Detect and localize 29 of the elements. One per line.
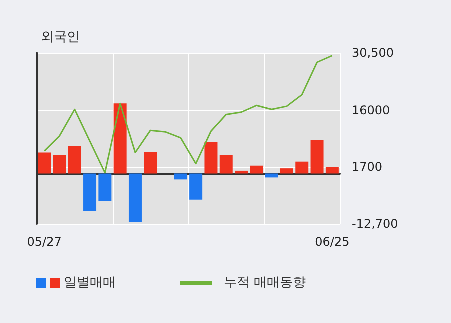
bar [38, 152, 52, 174]
bar [128, 174, 142, 222]
line-series [44, 55, 334, 174]
legend-label: 일별매매 [64, 276, 116, 290]
bar [190, 174, 203, 200]
y-tick-label: 16000 [352, 103, 390, 118]
bar [84, 174, 97, 211]
bar [326, 167, 339, 174]
x-tick-label: 05/27 [27, 235, 62, 249]
bar [220, 155, 233, 174]
bar [265, 174, 278, 178]
bar [280, 168, 294, 174]
bar [98, 174, 112, 202]
x-tick-label: 06/25 [315, 235, 350, 249]
bar [235, 170, 248, 174]
bar [53, 155, 66, 174]
y-tick-label: 1700 [352, 160, 383, 174]
bar [296, 162, 309, 174]
y-tick-label: -12,700 [352, 217, 398, 231]
chart-title: 외국인 [41, 30, 80, 45]
bar [114, 104, 127, 174]
bar [144, 152, 158, 174]
legend-label: 누적 매매동향 [224, 276, 306, 290]
bar [310, 140, 324, 174]
bar [204, 142, 218, 174]
bar [174, 174, 188, 180]
bar [250, 166, 264, 174]
bar [68, 146, 82, 174]
y-tick-label: 30,500 [352, 46, 394, 60]
